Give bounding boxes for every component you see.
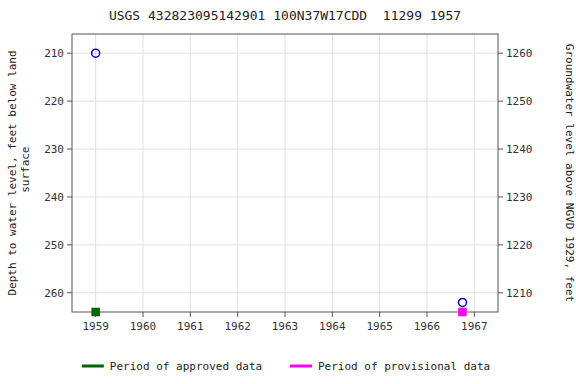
tick-label-y2: 1260 <box>506 47 533 60</box>
tick-y <box>67 196 72 197</box>
grid-line-y <box>72 149 498 150</box>
tick-x <box>143 312 144 317</box>
tick-label-x: 1966 <box>414 320 441 333</box>
tick-x <box>285 312 286 317</box>
tick-label-y2: 1250 <box>506 95 533 108</box>
grid-line-y <box>72 53 498 54</box>
tick-y2 <box>498 149 503 150</box>
tick-label-x: 1959 <box>82 320 109 333</box>
y-axis-label-line: Depth to water level, feet below land <box>6 50 19 295</box>
period-marks <box>92 309 466 316</box>
grid-line-x <box>427 34 428 312</box>
tick-label-y: 250 <box>44 239 64 252</box>
grid-line-y <box>72 101 498 102</box>
legend: Period of approved data Period of provisi… <box>82 360 490 373</box>
tick-y <box>67 149 72 150</box>
tick-y <box>67 53 72 54</box>
grid-line-x <box>95 34 96 312</box>
tick-y <box>67 101 72 102</box>
grid-line-y <box>72 292 498 293</box>
legend-item: Period of approved data <box>82 360 262 373</box>
tick-y2 <box>498 292 503 293</box>
axes: 1959 1960 1961 1962 1963 1964 1965 1966 1967 210 2… <box>44 47 532 333</box>
grid-line-x <box>379 34 380 312</box>
tick-x <box>379 312 380 317</box>
legend-label: Period of approved data <box>110 360 262 373</box>
legend-item: Period of provisional data <box>290 360 490 373</box>
tick-label-y: 240 <box>44 191 64 204</box>
tick-label-y: 210 <box>44 47 64 60</box>
grid-line-x <box>332 34 333 312</box>
background <box>0 0 576 384</box>
tick-label-y2: 1240 <box>506 143 533 156</box>
period-mark <box>92 309 99 316</box>
tick-y2 <box>498 196 503 197</box>
tick-x <box>190 312 191 317</box>
tick-label-x: 1960 <box>130 320 157 333</box>
tick-label-y2: 1220 <box>506 239 533 252</box>
tick-y2 <box>498 244 503 245</box>
tick-label-x: 1962 <box>224 320 251 333</box>
period-mark <box>459 309 466 316</box>
tick-label-x: 1963 <box>272 320 299 333</box>
grid-line-y <box>72 244 498 245</box>
grid-line-x <box>474 34 475 312</box>
y-axis-label-line: surface <box>19 147 32 200</box>
tick-label-y: 220 <box>44 95 64 108</box>
points <box>92 49 467 306</box>
grid-line-x <box>143 34 144 312</box>
grid-line-x <box>237 34 238 312</box>
title: USGS 432823095142901 100N37W17CDD 11299 … <box>109 8 461 23</box>
tick-label-y2: 1210 <box>506 287 533 300</box>
plot-frame <box>72 34 498 312</box>
tick-x <box>237 312 238 317</box>
tick-y <box>67 244 72 245</box>
tick-y2 <box>498 101 503 102</box>
legend-swatch <box>82 365 104 368</box>
grid-line-x <box>190 34 191 312</box>
grid <box>72 34 498 312</box>
grid-line-y <box>72 196 498 197</box>
tick-label-x: 1965 <box>366 320 393 333</box>
tick-x <box>427 312 428 317</box>
tick-label-x: 1967 <box>461 320 488 333</box>
y2-axis-label: Groundwater level above NGVD 1929, feet <box>563 44 576 302</box>
tick-y <box>67 292 72 293</box>
chart: 1959 1960 1961 1962 1963 1964 1965 1966 1967 210 2… <box>0 0 576 384</box>
data-point <box>92 49 100 57</box>
tick-label-x: 1964 <box>319 320 346 333</box>
data-point <box>459 298 467 306</box>
tick-label-y2: 1230 <box>506 191 533 204</box>
legend-label: Period of provisional data <box>318 360 490 373</box>
grid-line-x <box>285 34 286 312</box>
tick-x <box>474 312 475 317</box>
tick-label-y: 230 <box>44 143 64 156</box>
tick-y2 <box>498 53 503 54</box>
chart-container: 1959 1960 1961 1962 1963 1964 1965 1966 1967 210 2… <box>0 0 576 384</box>
tick-label-x: 1961 <box>177 320 204 333</box>
legend-swatch <box>290 365 312 368</box>
tick-label-y: 260 <box>44 287 64 300</box>
y-axis-label: Depth to water level, feet below land su… <box>6 50 32 295</box>
tick-x <box>332 312 333 317</box>
